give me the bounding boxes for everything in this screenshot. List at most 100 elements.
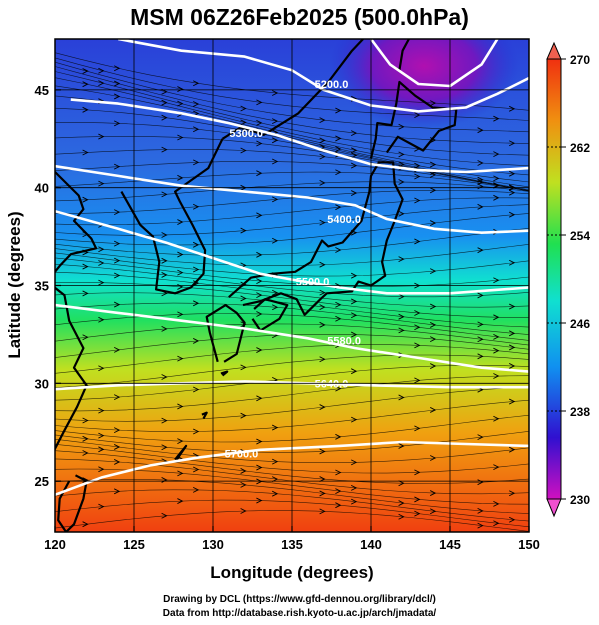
streamline-arrow bbox=[256, 292, 263, 299]
streamline-arrow bbox=[192, 300, 200, 307]
contour-label-5300.0: 5300.0 bbox=[229, 128, 263, 140]
streamline-arrow bbox=[350, 147, 358, 154]
streamline-arrow bbox=[271, 118, 279, 125]
streamline-arrow bbox=[98, 503, 105, 510]
streamline-arrow bbox=[335, 301, 342, 308]
tick-label-lon-120: 120 bbox=[44, 537, 66, 552]
streamline-arrow bbox=[177, 403, 184, 410]
streamline-arrow bbox=[477, 434, 484, 441]
streamline-arrow bbox=[192, 80, 200, 87]
streamline-arrow bbox=[414, 377, 421, 384]
streamline-arrow bbox=[98, 246, 105, 253]
contour-line-5580.0 bbox=[55, 303, 529, 373]
contour-label-5640.0: 5640.0 bbox=[315, 378, 349, 390]
streamline-arrow bbox=[477, 203, 484, 210]
streamline-arrow bbox=[493, 520, 500, 527]
streamline-arrow bbox=[177, 269, 184, 276]
streamline-arrow bbox=[350, 459, 358, 466]
streamline-arrow bbox=[429, 508, 437, 515]
streamline-arrow bbox=[429, 490, 437, 496]
streamline-arrow bbox=[319, 321, 326, 328]
streamline-arrow bbox=[161, 257, 168, 264]
contour-label-5200.0: 5200.0 bbox=[315, 79, 349, 91]
streamline-arrow bbox=[477, 507, 484, 514]
colorbar-max-arrow bbox=[546, 41, 562, 60]
map-title: MSM 06Z26Feb2025 (500.0hPa) bbox=[130, 4, 469, 30]
streamline-arrow bbox=[508, 398, 516, 405]
streamline-arrow bbox=[98, 67, 105, 74]
streamline-arrow bbox=[240, 295, 247, 302]
streamline-arrow bbox=[113, 93, 121, 100]
streamline-arrow bbox=[192, 203, 200, 210]
streamline-arrow bbox=[113, 272, 121, 279]
streamline-arrow bbox=[493, 314, 500, 321]
streamline-arrow bbox=[98, 260, 105, 266]
streamline-arrow bbox=[398, 161, 405, 168]
contour-label-5580.0: 5580.0 bbox=[327, 335, 361, 347]
coastline bbox=[369, 80, 458, 159]
streamline-arrow bbox=[98, 180, 105, 187]
streamline-arrow bbox=[350, 272, 358, 279]
streamline-arrow bbox=[192, 101, 200, 107]
streamline-arrow bbox=[493, 373, 500, 379]
streamline-arrow bbox=[240, 508, 247, 514]
colorbar-label-230: 230 bbox=[570, 493, 590, 507]
streamline-arrow bbox=[414, 469, 421, 476]
streamline-arrow bbox=[177, 311, 184, 318]
streamline-arrow bbox=[477, 127, 484, 134]
streamline-arrow bbox=[192, 126, 200, 133]
streamline-arrow bbox=[493, 500, 500, 507]
streamline-arrow bbox=[508, 490, 516, 497]
coastline bbox=[228, 161, 404, 316]
streamline-arrow bbox=[271, 237, 279, 244]
colorbar: 270 262 254 246 238 230 bbox=[546, 41, 590, 518]
streamline-arrow bbox=[82, 263, 89, 270]
streamline-arrow bbox=[161, 444, 168, 451]
streamline-arrow bbox=[414, 342, 421, 349]
streamline-arrow bbox=[429, 268, 437, 275]
streamline-arrow bbox=[161, 512, 168, 519]
streamline-arrow bbox=[414, 112, 421, 119]
streamline-arrow bbox=[493, 333, 500, 340]
tick-label-lat-35: 35 bbox=[35, 279, 49, 294]
streamline-arrow bbox=[350, 312, 358, 319]
streamline-arrow bbox=[508, 330, 516, 337]
streamline-arrow bbox=[113, 488, 121, 495]
streamline-arrow bbox=[414, 173, 421, 180]
streamline-arrow bbox=[240, 412, 247, 419]
streamline-arrow bbox=[98, 133, 105, 140]
streamline-arrow bbox=[429, 303, 437, 310]
streamline-arrow bbox=[429, 220, 437, 226]
tick-label-lat-30: 30 bbox=[35, 376, 49, 391]
streamline-arrow bbox=[177, 438, 184, 444]
streamline-arrow bbox=[508, 446, 516, 453]
streamline-arrow bbox=[192, 386, 200, 393]
streamline-arrow bbox=[177, 86, 184, 92]
streamline-arrow bbox=[493, 277, 500, 284]
streamline-arrow bbox=[161, 325, 168, 332]
streamline-arrow bbox=[477, 353, 484, 360]
streamline-arrow bbox=[335, 433, 342, 440]
streamline-arrow bbox=[477, 160, 484, 166]
streamline-arrow bbox=[82, 149, 89, 156]
streamline-arrow bbox=[398, 210, 405, 217]
streamline-arrow bbox=[98, 365, 105, 372]
coastline bbox=[251, 298, 289, 332]
streamline-arrow bbox=[335, 169, 342, 176]
streamline-arrow bbox=[493, 464, 500, 471]
streamline-arrow bbox=[319, 117, 326, 124]
streamline-arrow bbox=[113, 394, 121, 401]
streamline-arrow bbox=[271, 137, 279, 144]
streamline-arrow bbox=[82, 106, 89, 113]
streamline-arrow bbox=[240, 364, 247, 371]
streamline-arrow bbox=[240, 481, 247, 488]
streamline-arrow bbox=[177, 134, 184, 141]
streamline-arrow bbox=[335, 146, 342, 152]
longitude-ticks: 120 125 130 135 140 145 150 bbox=[44, 526, 540, 552]
streamline-arrow bbox=[82, 417, 89, 424]
streamline-arrow bbox=[477, 522, 484, 529]
streamline-arrow bbox=[414, 425, 421, 432]
streamline-arrow bbox=[319, 153, 326, 160]
streamline-arrow bbox=[256, 119, 263, 126]
streamline-arrow bbox=[113, 444, 121, 450]
